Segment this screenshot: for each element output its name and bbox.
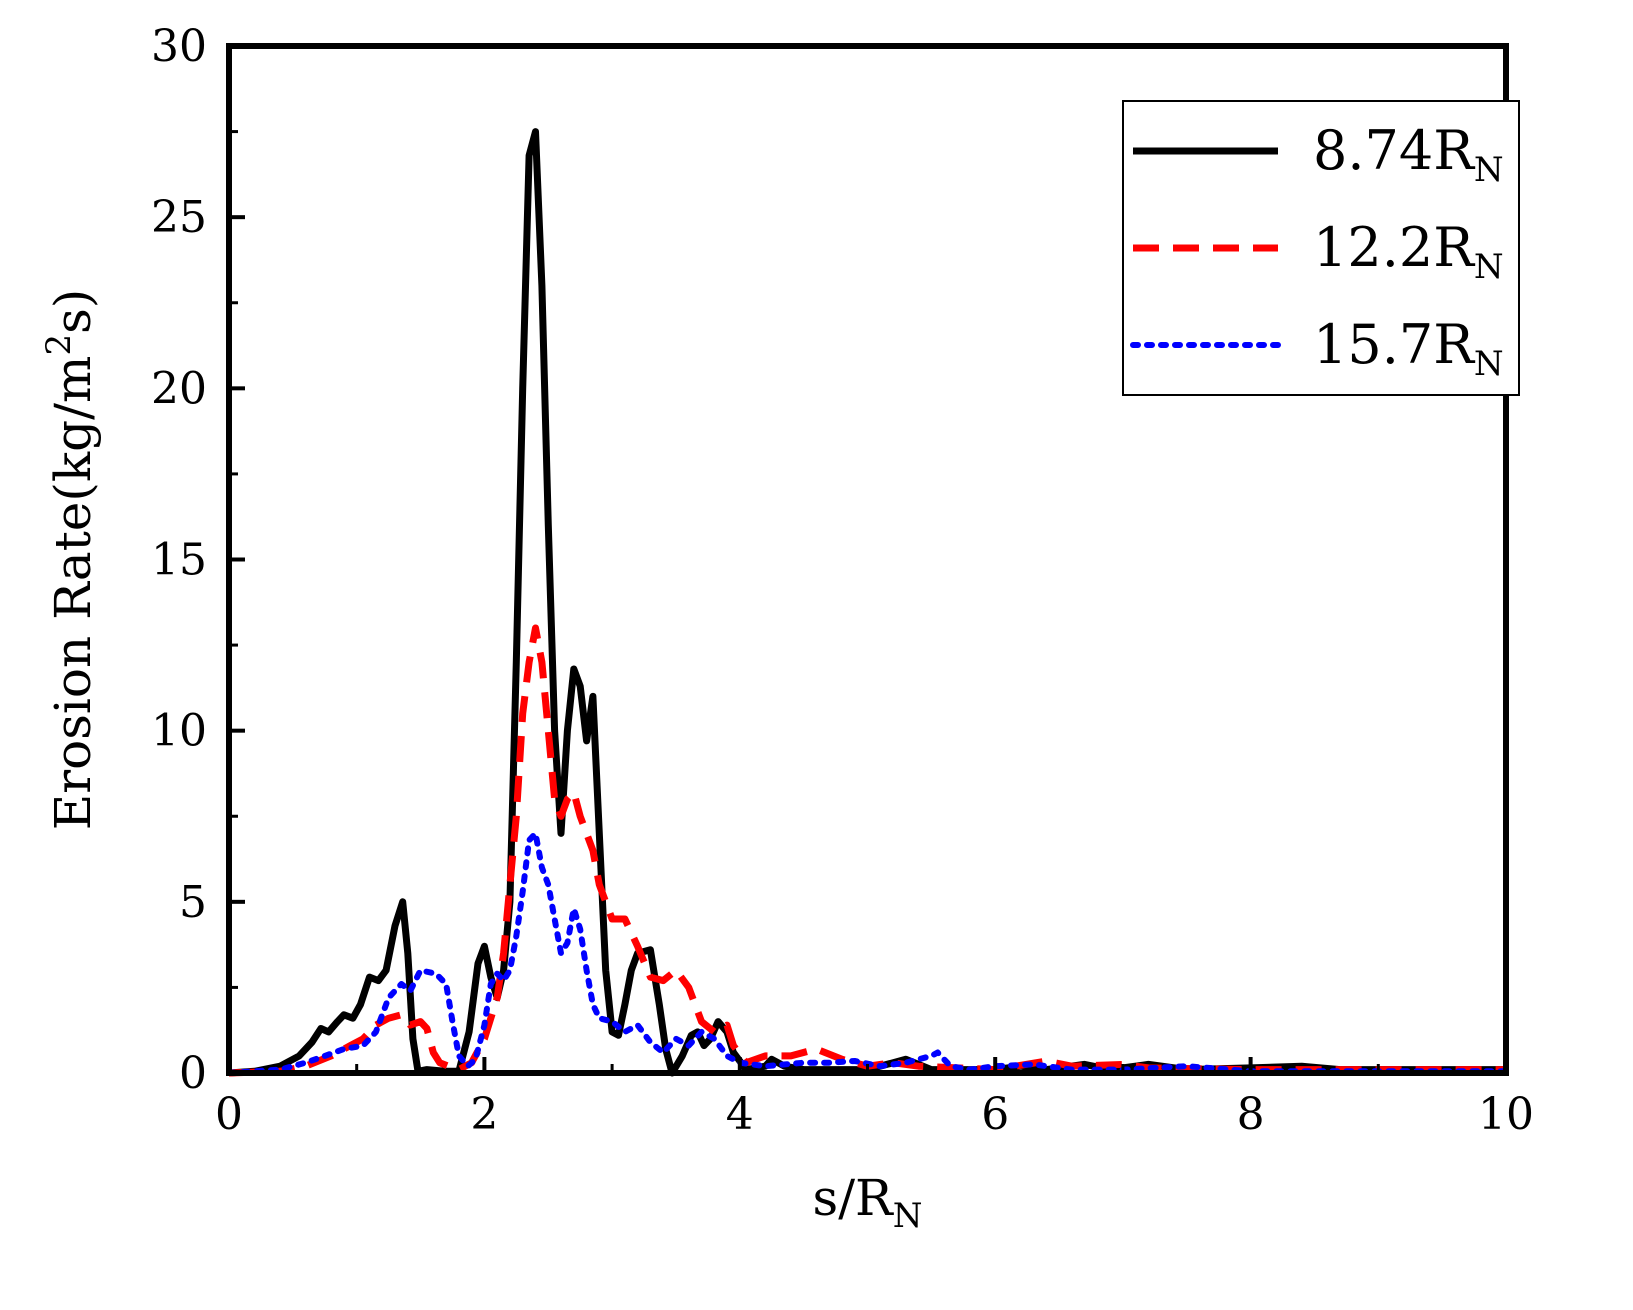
legend-label-series-1: 8.74RN bbox=[1313, 119, 1504, 190]
x-tick-label: 10 bbox=[1478, 1089, 1534, 1140]
x-tick-label: 4 bbox=[726, 1089, 754, 1140]
x-tick-label: 0 bbox=[215, 1089, 243, 1140]
y-tick-label: 30 bbox=[151, 21, 207, 72]
legend-label-series-3: 15.7RN bbox=[1313, 313, 1504, 384]
legend-label-series-2-sub: N bbox=[1474, 247, 1504, 287]
series-line-2 bbox=[228, 624, 1506, 1077]
legend: 8.74RN 12.2RN 15.7RN bbox=[1122, 100, 1520, 396]
legend-label-series-2-main: 12.2R bbox=[1313, 216, 1475, 279]
y-tick-label: 15 bbox=[151, 535, 207, 586]
legend-label-series-2: 12.2RN bbox=[1313, 216, 1504, 287]
y-tick-label: 20 bbox=[151, 363, 207, 414]
y-axis-title: Erosion Rate(kg/m2s) bbox=[39, 289, 102, 831]
series-line-3 bbox=[226, 830, 1509, 1076]
x-tick-label: 6 bbox=[981, 1089, 1009, 1140]
y-tick-label: 5 bbox=[179, 877, 207, 928]
legend-label-series-3-sub: N bbox=[1474, 344, 1504, 384]
legend-label-series-1-sub: N bbox=[1474, 150, 1504, 190]
y-tick-label: 25 bbox=[151, 192, 207, 243]
y-axis-title-sup: 2 bbox=[39, 334, 79, 356]
y-tick-label: 0 bbox=[179, 1048, 207, 1099]
x-axis-title: s/RN bbox=[813, 1169, 923, 1236]
x-tick-label: 2 bbox=[470, 1089, 498, 1140]
y-tick-label: 10 bbox=[151, 706, 207, 757]
y-axis-title-main: Erosion Rate(kg/m bbox=[44, 356, 102, 831]
series-layer bbox=[226, 128, 1509, 1077]
legend-label-series-3-main: 15.7R bbox=[1313, 313, 1475, 376]
x-tick-label: 8 bbox=[1237, 1089, 1265, 1140]
legend-label-series-1-main: 8.74R bbox=[1313, 119, 1475, 182]
ticks-layer: 0 2 4 6 8 10 0 5 10 15 20 25 30 bbox=[151, 21, 1534, 1140]
x-axis-title-sub: N bbox=[893, 1196, 923, 1236]
y-axis-title-tail: s) bbox=[44, 289, 102, 334]
x-axis-title-main: s/R bbox=[813, 1169, 895, 1227]
